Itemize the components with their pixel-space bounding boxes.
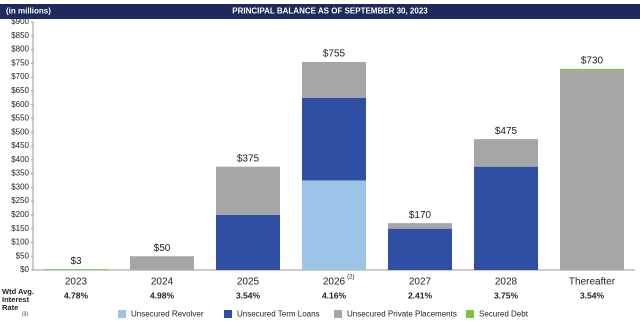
x-tick-label: Thereafter xyxy=(569,277,616,288)
total-label: $3 xyxy=(70,256,82,267)
x-tick-footnote: (2) xyxy=(347,275,354,281)
x-tick-label: 2027 xyxy=(409,277,432,288)
legend-label: Unsecured Term Loans xyxy=(237,310,320,319)
total-label: $755 xyxy=(323,49,346,60)
y-tick-label: $300 xyxy=(11,182,29,191)
bar-segment xyxy=(474,166,538,270)
legend-swatch xyxy=(334,310,342,318)
total-label: $170 xyxy=(409,210,432,221)
bar-segment xyxy=(216,214,280,270)
x-tick-label: 2024 xyxy=(151,277,174,288)
y-tick-label: $350 xyxy=(11,169,29,178)
legend-label: Unsecured Revolver xyxy=(131,310,204,319)
bar-segment xyxy=(302,61,366,98)
y-tick-label: $700 xyxy=(11,72,29,81)
units-label: (in millions) xyxy=(6,7,51,16)
rate-label: Interest xyxy=(2,295,30,304)
y-tick-label: $200 xyxy=(11,210,29,219)
rate-value: 4.16% xyxy=(322,290,347,300)
y-tick-label: $0 xyxy=(20,265,29,274)
y-tick-label: $900 xyxy=(11,17,29,26)
y-tick-label: $400 xyxy=(11,155,29,164)
y-tick-label: $150 xyxy=(11,224,29,233)
y-tick-label: $250 xyxy=(11,196,29,205)
legend-swatch xyxy=(224,310,232,318)
bar-segment xyxy=(388,228,452,270)
y-tick-label: $850 xyxy=(11,31,29,40)
bar-segment xyxy=(216,166,280,215)
x-tick-label: 2025 xyxy=(237,277,260,288)
total-label: $375 xyxy=(237,153,260,164)
bar-segment xyxy=(302,97,366,181)
rate-value: 3.54% xyxy=(236,290,261,300)
y-tick-label: $500 xyxy=(11,127,29,136)
legend-label: Secured Debt xyxy=(479,310,529,319)
total-label: $50 xyxy=(154,243,171,254)
total-label: $730 xyxy=(581,55,604,66)
x-tick-label: 2028 xyxy=(495,277,518,288)
y-tick-label: $600 xyxy=(11,100,29,109)
rate-value: 4.78% xyxy=(64,290,89,300)
rate-value: 3.54% xyxy=(580,290,605,300)
y-tick-label: $800 xyxy=(11,45,29,54)
rate-value: 4.98% xyxy=(150,290,175,300)
bar-segment xyxy=(560,68,624,71)
y-tick-label: $750 xyxy=(11,58,29,67)
y-tick-label: $450 xyxy=(11,141,29,150)
y-tick-label: $650 xyxy=(11,86,29,95)
y-tick-label: $550 xyxy=(11,114,29,123)
bar-segment xyxy=(130,256,194,270)
legend-swatch xyxy=(466,310,474,318)
header-bar xyxy=(0,4,640,19)
bar-segment xyxy=(474,139,538,167)
rate-label-note: (3) xyxy=(22,311,28,317)
x-tick-label: 2026 xyxy=(323,277,346,288)
y-tick-label: $50 xyxy=(16,251,30,260)
y-tick-label: $100 xyxy=(11,238,29,247)
bar-segment xyxy=(388,223,452,229)
legend-swatch xyxy=(118,310,126,318)
rate-value: 2.41% xyxy=(408,290,433,300)
total-label: $475 xyxy=(495,126,518,137)
chart-title: PRINCIPAL BALANCE AS OF SEPTEMBER 30, 20… xyxy=(232,7,428,16)
bar-segment xyxy=(302,180,366,270)
rate-label: Rate xyxy=(2,303,18,312)
rate-value: 3.75% xyxy=(494,290,519,300)
legend-label: Unsecured Private Placements xyxy=(347,310,457,319)
x-tick-label: 2023 xyxy=(65,277,88,288)
bar-segment xyxy=(44,269,108,270)
bar-segment xyxy=(560,70,624,270)
rate-label: Wtd Avg. xyxy=(2,287,34,296)
